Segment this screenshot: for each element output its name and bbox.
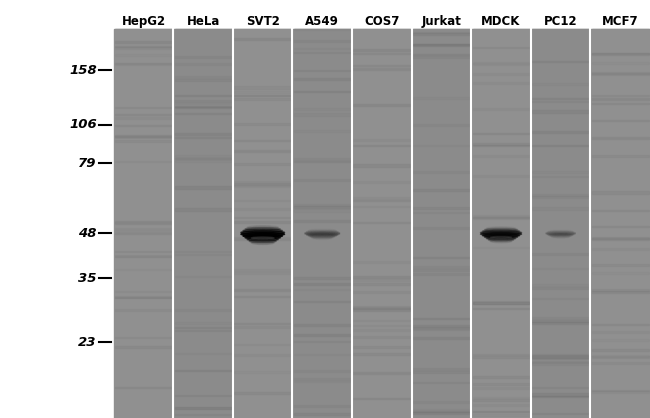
Ellipse shape xyxy=(305,233,340,235)
Text: COS7: COS7 xyxy=(364,15,400,28)
Ellipse shape xyxy=(245,236,280,240)
Ellipse shape xyxy=(490,236,512,238)
Ellipse shape xyxy=(484,235,517,238)
Ellipse shape xyxy=(550,235,571,237)
Ellipse shape xyxy=(245,227,280,231)
Ellipse shape xyxy=(252,241,274,245)
Bar xyxy=(114,29,650,418)
Text: 35: 35 xyxy=(79,272,97,285)
Bar xyxy=(175,29,231,418)
Bar xyxy=(532,29,589,418)
Ellipse shape xyxy=(547,234,574,235)
Ellipse shape xyxy=(486,237,515,240)
Bar xyxy=(294,29,351,418)
Ellipse shape xyxy=(480,231,521,234)
Text: 23: 23 xyxy=(79,336,97,349)
Bar xyxy=(592,29,649,418)
Bar xyxy=(115,29,172,418)
Ellipse shape xyxy=(482,234,519,237)
Text: A549: A549 xyxy=(306,15,339,28)
Text: PC12: PC12 xyxy=(544,15,577,28)
Ellipse shape xyxy=(252,237,274,239)
Ellipse shape xyxy=(247,226,278,229)
Ellipse shape xyxy=(549,234,573,236)
Text: HeLa: HeLa xyxy=(187,15,220,28)
Bar xyxy=(413,29,470,418)
Ellipse shape xyxy=(249,240,276,243)
Ellipse shape xyxy=(547,232,574,233)
Ellipse shape xyxy=(243,229,282,232)
Bar xyxy=(473,29,530,418)
Text: 158: 158 xyxy=(69,64,97,76)
Ellipse shape xyxy=(241,232,285,236)
Ellipse shape xyxy=(241,231,285,234)
Ellipse shape xyxy=(247,238,278,241)
Ellipse shape xyxy=(480,233,521,235)
Text: Jurkat: Jurkat xyxy=(421,15,461,28)
Text: MCF7: MCF7 xyxy=(602,15,638,28)
Ellipse shape xyxy=(311,237,333,239)
Bar xyxy=(234,29,291,418)
Text: 48: 48 xyxy=(79,227,97,240)
Text: MDCK: MDCK xyxy=(482,15,521,28)
Ellipse shape xyxy=(308,235,337,237)
Ellipse shape xyxy=(306,234,338,236)
Ellipse shape xyxy=(482,230,519,232)
Text: HepG2: HepG2 xyxy=(122,15,166,28)
Bar xyxy=(354,29,410,418)
Ellipse shape xyxy=(484,228,517,231)
Ellipse shape xyxy=(490,240,512,243)
Text: SVT2: SVT2 xyxy=(246,15,280,28)
Ellipse shape xyxy=(545,232,576,234)
Ellipse shape xyxy=(488,238,514,241)
Ellipse shape xyxy=(309,236,335,237)
Ellipse shape xyxy=(486,227,515,230)
Text: 79: 79 xyxy=(79,157,97,170)
Ellipse shape xyxy=(306,231,338,233)
Text: 106: 106 xyxy=(69,118,97,131)
Ellipse shape xyxy=(305,232,340,234)
Ellipse shape xyxy=(545,233,576,234)
Ellipse shape xyxy=(308,230,337,232)
Ellipse shape xyxy=(243,234,282,237)
